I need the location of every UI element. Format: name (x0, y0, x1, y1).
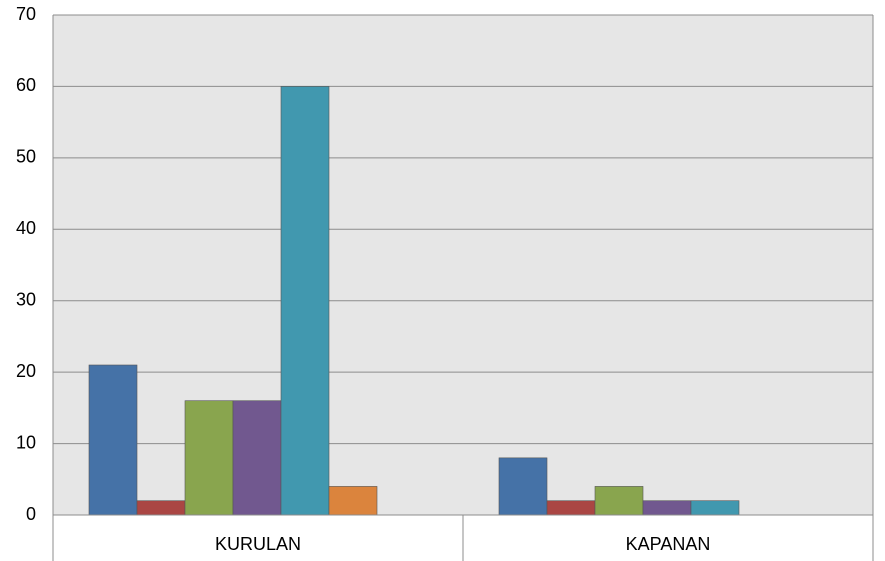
bar (594, 486, 644, 516)
bar (642, 500, 692, 516)
bar (136, 500, 186, 516)
plot-area (53, 15, 873, 515)
bar (232, 400, 282, 516)
bar (88, 364, 138, 516)
y-tick-label: 30 (16, 289, 36, 309)
bar (184, 400, 234, 516)
y-tick-label: 70 (16, 4, 36, 24)
bar (280, 86, 330, 516)
bar (498, 457, 548, 516)
y-tick-label: 50 (16, 147, 36, 167)
y-tick-label: 10 (16, 432, 36, 452)
y-tick-label: 40 (16, 218, 36, 238)
bar (328, 486, 378, 516)
x-tick-label: KAPANAN (626, 534, 711, 554)
x-tick-label: KURULAN (215, 534, 301, 554)
y-tick-label: 60 (16, 75, 36, 95)
bar (546, 500, 596, 516)
y-tick-label: 20 (16, 361, 36, 381)
bar (690, 500, 740, 516)
y-tick-label: 0 (26, 504, 36, 524)
